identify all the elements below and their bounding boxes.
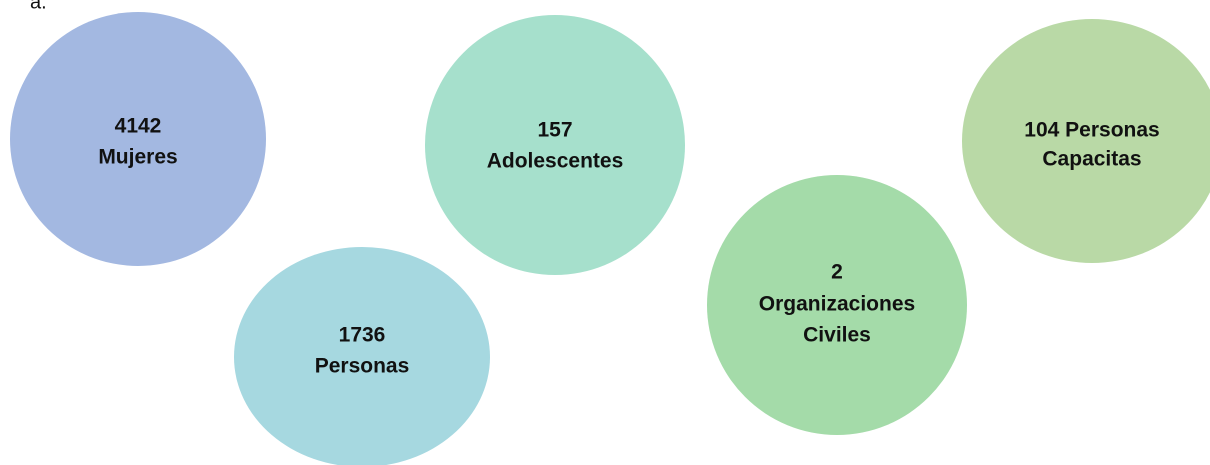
node-text: Mujeres — [98, 146, 177, 169]
circle — [707, 175, 967, 435]
node-text: 157 — [537, 119, 572, 142]
node-text: 104 Personas — [1024, 119, 1159, 142]
node-text: Adolescentes — [487, 150, 624, 173]
node-text: Capacitas — [1042, 148, 1141, 171]
node-text: 1736 — [339, 324, 386, 347]
circle — [425, 15, 685, 275]
node-text: Personas — [315, 355, 410, 378]
node-text: 2 — [831, 261, 843, 284]
circle — [10, 12, 266, 266]
node-text: 4142 — [115, 115, 162, 138]
node-text: Organizaciones — [759, 293, 915, 316]
node-text: Civiles — [803, 324, 871, 347]
circle — [962, 19, 1210, 263]
list-label: a. — [30, 0, 47, 13]
circle — [234, 247, 490, 465]
